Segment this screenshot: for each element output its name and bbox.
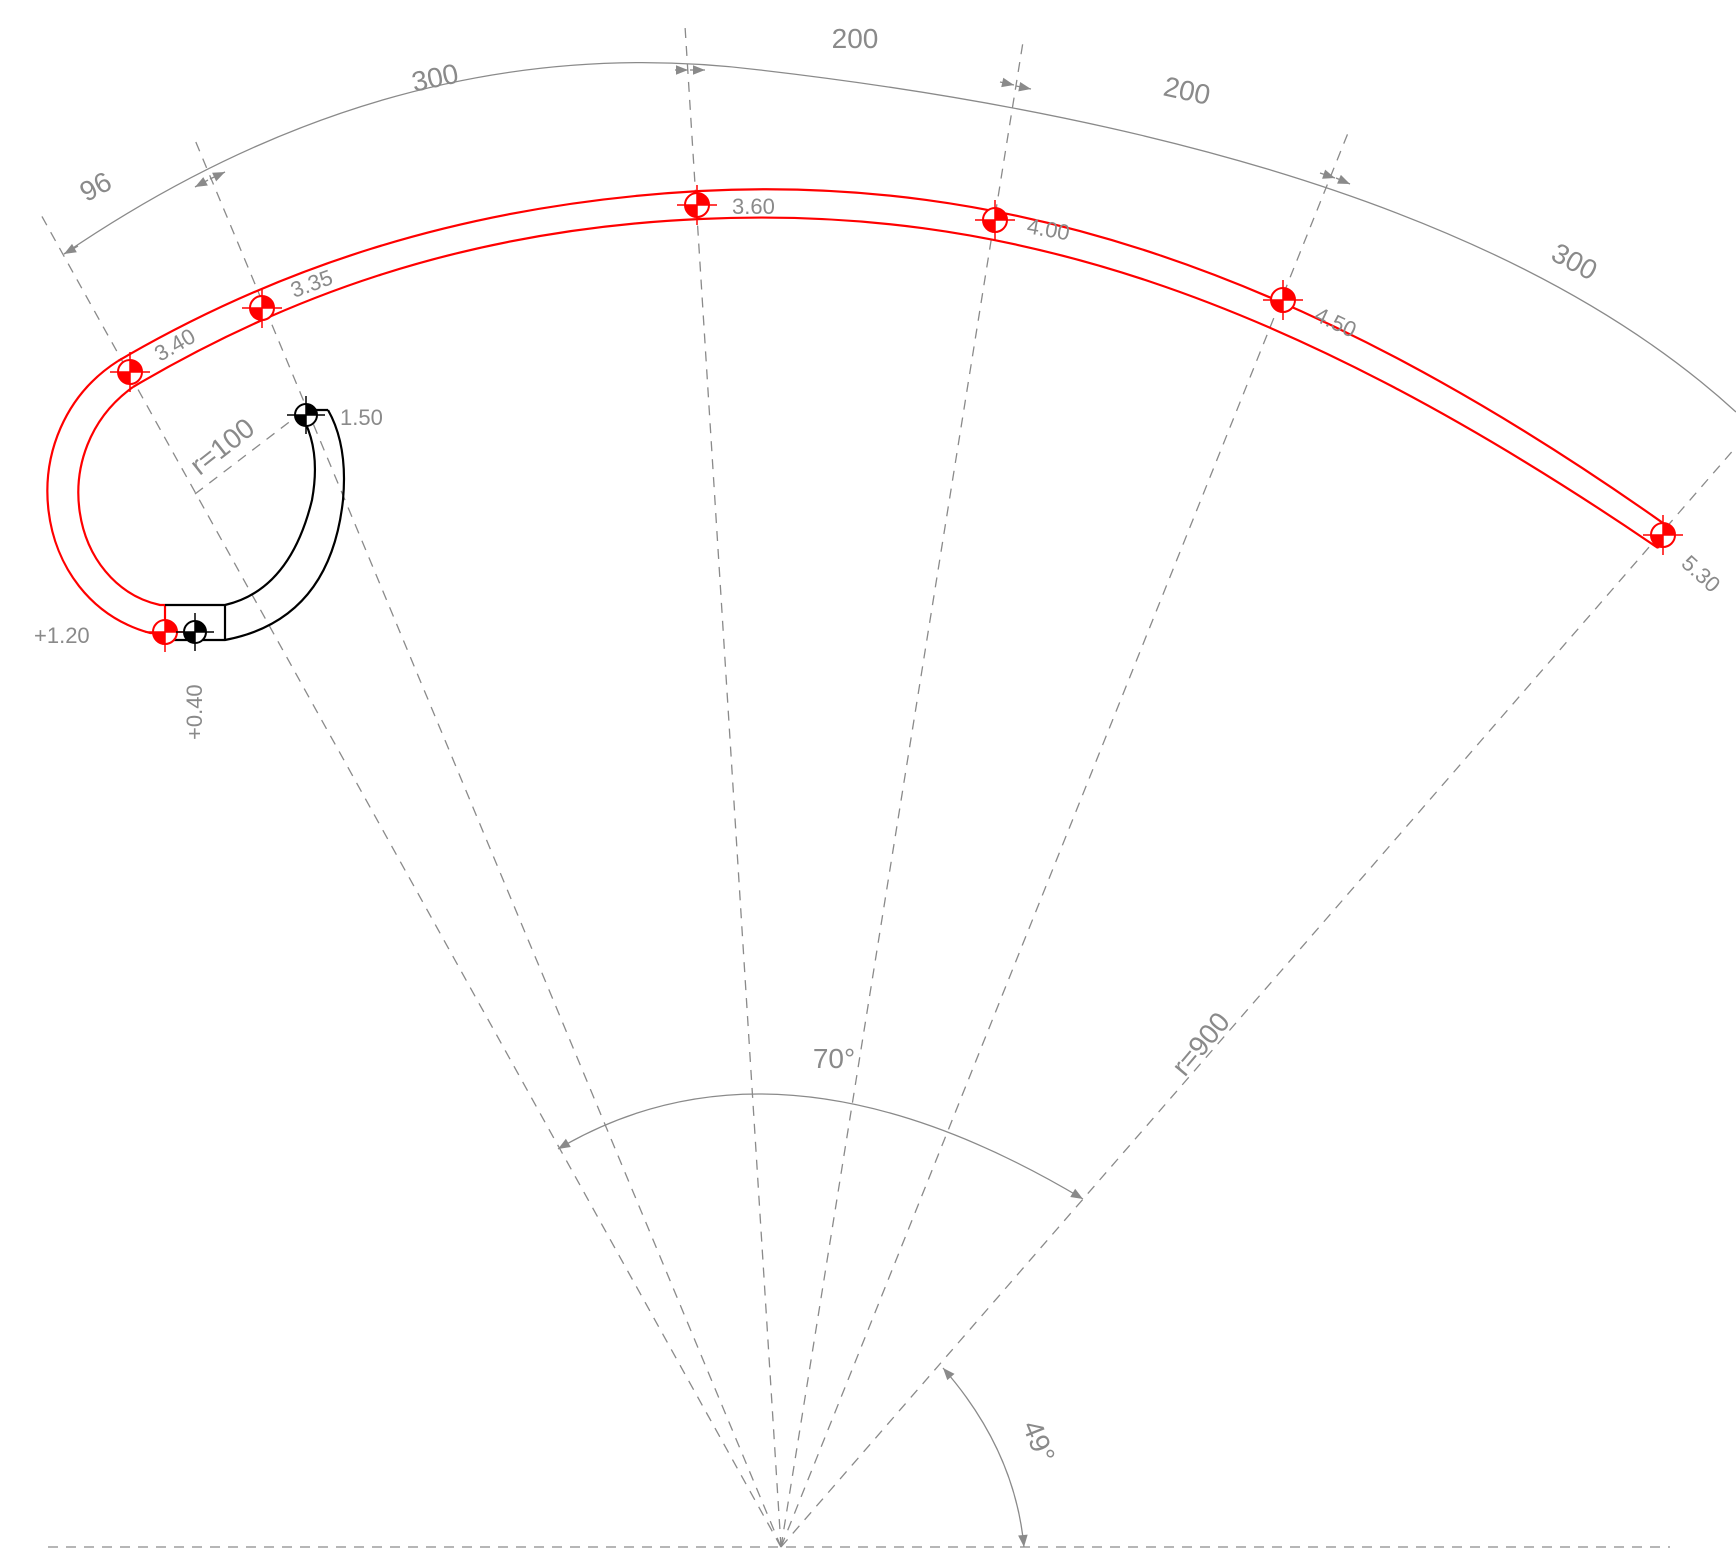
elevation-label: +0.40	[182, 684, 207, 740]
inner-radius-line	[194, 409, 306, 495]
dim-200-center: 200	[832, 23, 879, 54]
outer-radius-label: r=900	[1166, 1006, 1236, 1081]
dim-300-left: 300	[409, 58, 461, 98]
elevation-marker-icon	[286, 395, 326, 435]
dim-96: 96	[75, 166, 117, 208]
construction-lines	[39, 25, 1736, 1548]
main-flight	[46, 188, 1671, 640]
dimension-labels: 96 300 200 200 300 r=100 r=900 70° 49°	[75, 23, 1603, 1467]
elevation-marker-icon	[1262, 279, 1304, 321]
elevation-label: 3.60	[732, 194, 775, 219]
elevation-label: 1.50	[340, 405, 383, 430]
elevation-label: +1.20	[34, 623, 90, 648]
radial-line	[39, 212, 782, 1548]
elevation-label: 3.40	[150, 323, 200, 366]
radial-line	[780, 446, 1736, 1548]
winder-landing	[165, 408, 346, 642]
sweep-angle-label: 70°	[813, 1043, 855, 1074]
start-angle-label: 49°	[1017, 1416, 1062, 1467]
elevation-label: 3.35	[287, 265, 336, 303]
angle-dimensions	[557, 1093, 1084, 1548]
elevation-marker-icon	[175, 612, 215, 652]
inner-radius-label: r=100	[184, 412, 260, 481]
radial-line	[194, 139, 782, 1548]
elevation-marker-icon	[1642, 514, 1684, 556]
radial-line	[684, 25, 782, 1548]
radial-line	[780, 132, 1349, 1548]
elevation-marker-icon	[974, 199, 1016, 241]
dim-200-right: 200	[1161, 71, 1213, 111]
radial-line	[780, 41, 1024, 1548]
elevation-label: 4.00	[1025, 213, 1072, 245]
elevation-marker-icon	[109, 351, 151, 393]
dim-300-right: 300	[1547, 237, 1603, 286]
elevation-label: 5.30	[1677, 550, 1726, 597]
arc-dimension	[63, 62, 1736, 413]
